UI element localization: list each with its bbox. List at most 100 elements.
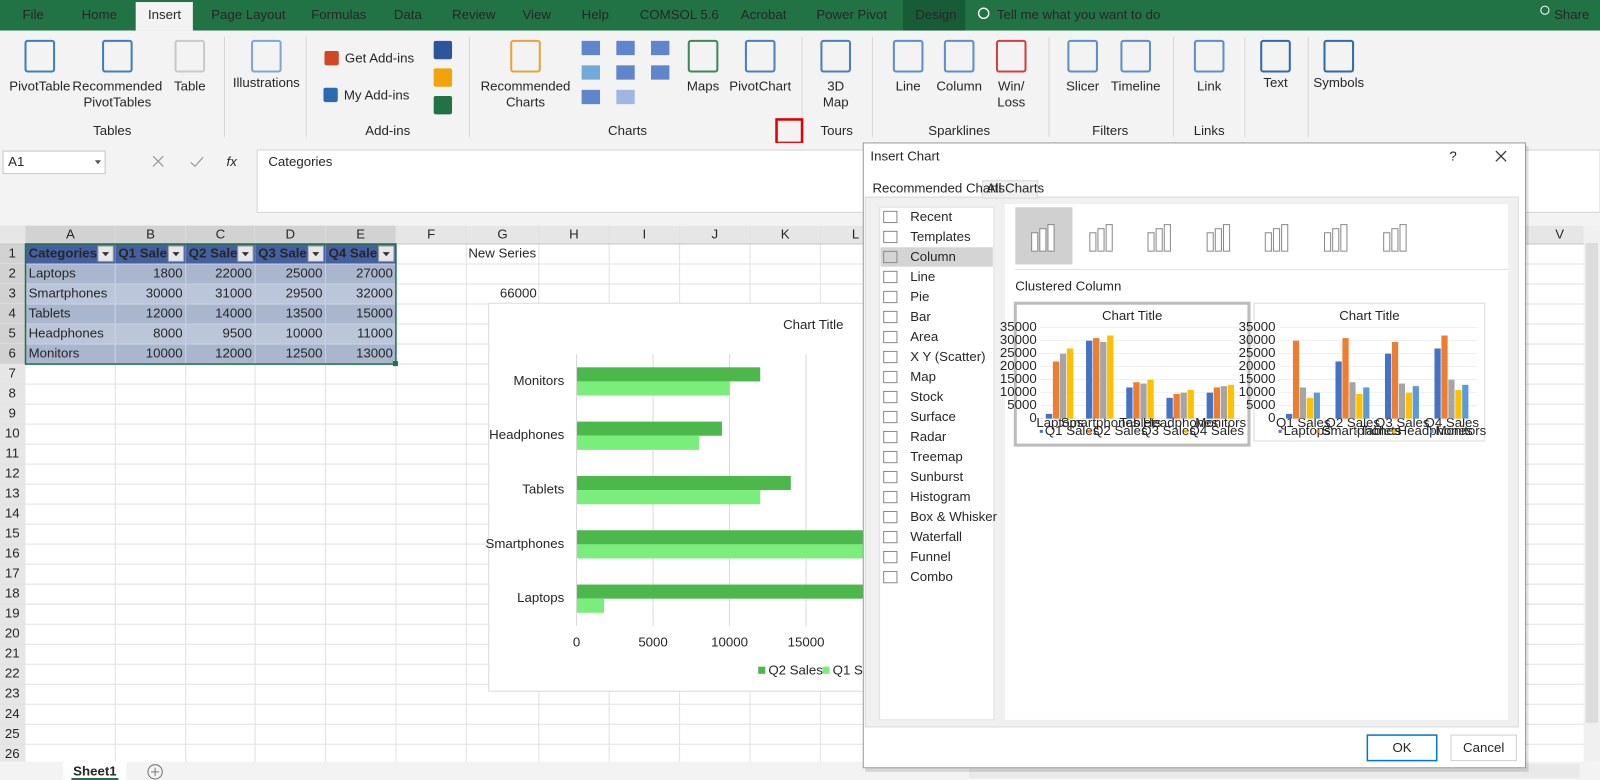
bar: [576, 490, 761, 505]
table-cell-text: Monitors: [29, 346, 80, 361]
ribbon-button[interactable]: Illustrations: [233, 75, 300, 90]
preview-category: Monitors: [1195, 415, 1246, 430]
ribbon-tab[interactable]: Data: [394, 7, 423, 22]
chart-type-item[interactable]: Column: [910, 249, 956, 264]
chart-type-icon: [883, 290, 898, 304]
ribbon-tab[interactable]: COMSOL 5.6: [640, 7, 719, 22]
filter-arrow: [312, 252, 320, 257]
preview-y-tick: 15000: [1239, 371, 1276, 386]
chart-type-item[interactable]: Pie: [910, 289, 929, 304]
ribbon-tab[interactable]: Power Pivot: [816, 7, 887, 22]
ribbon-button[interactable]: Text: [1263, 75, 1288, 90]
share-button[interactable]: Share: [1554, 7, 1589, 22]
ribbon-tab[interactable]: Home: [82, 7, 117, 22]
preview-bar: [1391, 342, 1399, 419]
preview-title: Chart Title: [1339, 308, 1399, 323]
ribbon-button[interactable]: Loss: [997, 95, 1025, 110]
lightbulb-icon: [977, 7, 990, 20]
ribbon-button[interactable]: Win/: [998, 78, 1025, 93]
chart-type-item[interactable]: Combo: [910, 569, 953, 584]
cancel-button-label[interactable]: Cancel: [1463, 740, 1504, 755]
ribbon-button[interactable]: Slicer: [1066, 78, 1100, 93]
dialog-tab[interactable]: Recommended Charts: [872, 180, 1005, 195]
chart-type-item[interactable]: Box & Whisker: [910, 509, 997, 524]
cancel-button[interactable]: [1450, 734, 1517, 762]
close-button[interactable]: [1495, 150, 1507, 162]
tell-me-box[interactable]: Tell me what you want to do: [997, 7, 1160, 22]
row-header: 23: [5, 686, 20, 701]
chart-type-item[interactable]: Recent: [910, 209, 952, 224]
sheet-tab-label[interactable]: Sheet1: [73, 763, 116, 778]
ribbon-tab[interactable]: Formulas: [311, 7, 367, 22]
chart-type-item[interactable]: Sunburst: [910, 469, 963, 484]
dialog-tab[interactable]: All Charts: [987, 180, 1045, 195]
preview-legend-swatch: [1088, 429, 1092, 433]
chart-type-item[interactable]: Treemap: [910, 449, 963, 464]
ribbon-button[interactable]: Line: [896, 78, 921, 93]
ribbon-button[interactable]: Recommended: [481, 78, 571, 93]
chart-type-item[interactable]: Stock: [910, 389, 944, 404]
fx-button[interactable]: fx: [227, 154, 239, 169]
addin-icon: [433, 95, 453, 115]
ribbon-button[interactable]: PivotTable: [9, 78, 70, 93]
table-cell-text: Tablets: [29, 306, 71, 321]
subtype-glyph-bar: [1089, 232, 1097, 252]
ribbon-button[interactable]: Map: [823, 95, 849, 110]
ribbon-button[interactable]: Timeline: [1111, 78, 1161, 93]
chart-type-item[interactable]: Surface: [910, 409, 956, 424]
dialog-title: Insert Chart: [870, 149, 940, 164]
ribbon-button[interactable]: My Add-ins: [344, 87, 410, 102]
chart-type-item[interactable]: Waterfall: [910, 529, 962, 544]
ribbon-tab[interactable]: Acrobat: [741, 7, 787, 22]
new-sheet-button[interactable]: [147, 764, 163, 780]
chart-type-item[interactable]: X Y (Scatter): [910, 349, 985, 364]
bar: [576, 584, 914, 599]
ribbon-button[interactable]: Recommended: [72, 78, 162, 93]
subtype-glyph-bar: [1163, 224, 1171, 252]
ribbon-tab[interactable]: File: [22, 7, 43, 22]
preview-bar: [1166, 397, 1173, 419]
ok-button[interactable]: [1366, 734, 1438, 762]
ribbon-button[interactable]: Get Add-ins: [345, 51, 415, 66]
name-box-text[interactable]: A1: [8, 154, 24, 169]
table-cell-text: 25000: [286, 266, 323, 281]
ribbon-button[interactable]: Symbols: [1313, 75, 1364, 90]
column-header: C: [216, 226, 226, 241]
ribbon-button[interactable]: PivotChart: [729, 78, 791, 93]
ribbon-tab[interactable]: Review: [452, 7, 496, 22]
button-icon: [24, 39, 56, 73]
chart-type-item[interactable]: Map: [910, 369, 936, 384]
ribbon-button[interactable]: 3D: [827, 78, 844, 93]
preview-bar: [1052, 361, 1060, 419]
row-header-selected: [0, 324, 26, 345]
ribbon-button[interactable]: PivotTables: [83, 95, 151, 110]
ribbon-tab[interactable]: Design: [915, 7, 956, 22]
row-header: 19: [5, 606, 20, 621]
chart-type-item[interactable]: Radar: [910, 429, 947, 444]
x-tick-label: 10000: [711, 635, 748, 650]
chart-type-item[interactable]: Area: [910, 329, 939, 344]
column-header-selected: [325, 225, 396, 245]
ribbon-button[interactable]: Charts: [506, 95, 545, 110]
table-header-text: Q4 Sales: [329, 246, 385, 261]
chart-type-item[interactable]: Templates: [910, 229, 971, 244]
preview-bar: [1107, 335, 1114, 419]
ribbon-button[interactable]: Maps: [687, 78, 720, 93]
ribbon-button[interactable]: Table: [174, 78, 206, 93]
bar: [576, 475, 791, 491]
ribbon-tab[interactable]: Help: [582, 7, 609, 22]
chart-type-item[interactable]: Line: [910, 269, 935, 284]
ribbon-tab[interactable]: Insert: [148, 7, 181, 22]
chart-type-item[interactable]: Histogram: [910, 489, 970, 504]
ribbon-button[interactable]: Column: [936, 78, 982, 93]
chart-type-item[interactable]: Funnel: [910, 549, 951, 564]
ribbon-tab[interactable]: View: [522, 7, 551, 22]
table-cell-text: 10000: [286, 326, 323, 341]
ribbon-tab[interactable]: Page Layout: [211, 7, 286, 22]
help-button[interactable]: ?: [1449, 149, 1456, 164]
row-header: 14: [5, 506, 20, 521]
ribbon-button[interactable]: Link: [1197, 78, 1222, 93]
ribbon-group-label: Tours: [821, 123, 854, 138]
ok-button-label[interactable]: OK: [1392, 740, 1411, 755]
chart-type-item[interactable]: Bar: [910, 309, 931, 324]
